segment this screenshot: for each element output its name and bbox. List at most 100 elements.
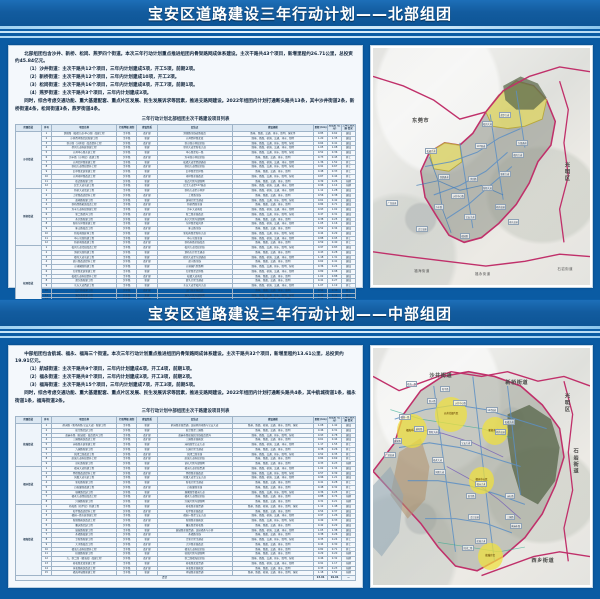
map-road-tag: 107国道 xyxy=(474,142,487,149)
table-row: 3 黄埔路新建工程 次干路 新建 黄埔片区主通道 路基、路面、交通、排水、照明、绿化 0.6… xyxy=(16,197,356,204)
map-road-tag: 沿江高速 xyxy=(468,513,481,520)
map-road-tag: 松岗大道 xyxy=(481,121,494,128)
summary-paragraph: （1）航城街道：主次干路共9个项目，三年内计划建成4项，开工4项，前期1项。 xyxy=(26,367,195,373)
panel-north-map-canvas[interactable]: 东莞市 光明区 福海街道 福永街道 石岩街道 松福大道 107国道 东部通道 西部通道 洪田路 新和… xyxy=(373,48,590,285)
table-total-row: 合计 13.61 19.91— xyxy=(14,575,356,581)
map-road-tag: 机荷高速 xyxy=(494,428,507,435)
panel-north-map-vector xyxy=(373,66,590,267)
panel-north-mapbox[interactable]: 东莞市 光明区 福海街道 福永街道 石岩街道 松福大道 107国道 东部通道 西部通道 洪田路 新和… xyxy=(370,45,593,288)
panel-north-project-table: 所属街道 序号 项目名称 行政等级 规划 建设性质 起讫点 建设规模 里程 (k… xyxy=(15,124,356,299)
table-header-row: 所属街道 序号 项目名称 行政等级 规划 建设性质 起讫点 建设规模 里程 (k… xyxy=(15,124,356,132)
panel-central-cluster: 宝安区道路建设三年行动计划——中部组团 中部组团包含航城、福永、福海三个街道。本… xyxy=(0,300,600,599)
table-row: 4 三围路拓宽改造工程 次干路 改扩建 三围路全线拓宽 路基、路面、交通、排水、照明 0.6… xyxy=(16,437,356,444)
map-road-tag: 福园路 xyxy=(459,232,470,239)
cell-total-label: 合计 xyxy=(14,575,315,581)
map-area-label: 石岩街道 xyxy=(572,447,579,475)
col-index: 序号 xyxy=(40,416,53,425)
cell-endpoints: 朱坳路全线 xyxy=(156,297,233,299)
coastal-water xyxy=(373,466,404,557)
cell-scale: 路基、路面、交通、排水、照明 xyxy=(231,297,315,299)
map-area-label: 光明区 xyxy=(563,161,570,182)
cell-index: 12 xyxy=(40,297,53,299)
cell-road-grade: 次干路 xyxy=(115,297,138,299)
table-row: 6 塘尾路北延工程 次干路 新建 塘尾路至福洲大道 路基、路面、交通、排水、照明、绿化 0.… xyxy=(16,489,356,496)
summary-paragraph: （3）福海街道：主次干路共15个项目，三年内计划建成7项，开工3项，前期5项。 xyxy=(26,383,198,389)
map-road-tag: 福洲大道 xyxy=(474,480,487,487)
cell-street-group: 福永街道 xyxy=(15,465,42,505)
col-endpoints: 起讫点 xyxy=(156,416,233,425)
map-road-tag: 松福大道 xyxy=(503,419,516,426)
map-road-tag: 三围路 xyxy=(505,513,516,520)
panel-north-board: 北部组团包含沙井、新桥、松岗、燕罗四个街道。本次三年行动计划重点推进组团内骨架路… xyxy=(8,45,363,299)
map-area-label: 东莞市 xyxy=(412,117,430,124)
summary-paragraph: （2）新桥街道：主次干路共12个项目，三年内计划建成10项，开工2项。 xyxy=(26,75,180,81)
panel-central-map-canvas[interactable]: 沙井北部片区福海中心区新桥东片区福永中心区航城片区 沙井街道新桥街道光明区石岩街… xyxy=(373,348,590,585)
map-hotspot-circle: 航城片区 xyxy=(477,542,503,571)
map-road-tag: 航空路 xyxy=(466,492,477,499)
map-area-label: 福海街道 xyxy=(414,269,430,274)
map-road-tag: 宝安大道 xyxy=(459,440,472,447)
south-border-line xyxy=(481,551,590,577)
panel-central-mapbox[interactable]: 沙井北部片区福海中心区新桥东片区福永中心区航城片区 沙井街道新桥街道光明区石岩街… xyxy=(370,345,593,588)
table-row: 7 永兴路新建工程 次干路 新建 永兴片区内部路网 路基、路面、交通、排水、照明 0.38 0… xyxy=(16,216,356,223)
summary-paragraph: 北部组团包含沙井、新桥、松岗、燕罗四个街道。本次三年行动计划重点推进组团内骨架路… xyxy=(15,52,353,65)
cell-build-type: 改扩建 xyxy=(136,297,158,299)
map-road-tag: 桥和路 xyxy=(414,426,424,433)
col-build-type: 建设性质 xyxy=(136,416,158,425)
table-row: 3 福园一路东延新建工程 主干路 新建 福园一路至宝安大道 路基、路面、桥涵、交通、排水、… xyxy=(16,513,356,520)
table-body: 沙井街道 1 洪田路（松福大道-中心路）改建工程 主干路 改扩建 洪田路全线道路改造 路基、… xyxy=(15,131,356,299)
table-head: 所属街道 序号 项目名称 行政等级 规划 建设性质 起讫点 建设规模 里程 (k… xyxy=(15,416,356,425)
south-border-line xyxy=(373,251,590,267)
map-road-tag: 宝安大道 xyxy=(464,213,477,220)
map-road-tag: 洲石路 xyxy=(505,492,516,499)
table-row: 10 福海大道南段提升工程 主干路 改扩建 福海大道南段全线 路基、路面、交通、排水、照明… xyxy=(16,546,356,553)
map-area-label: 新桥街道 xyxy=(505,379,529,386)
yangtai-mountain xyxy=(507,404,560,505)
map-road-tag: 沙井中心路 xyxy=(453,400,468,407)
col-build-type: 建设性质 xyxy=(136,124,158,132)
map-road-tag: 固戍二路 xyxy=(461,544,474,551)
col-road-grade: 行政等级 规划 xyxy=(115,416,138,425)
map-road-tag: 新沙路 xyxy=(427,397,437,404)
cell-street-group: 沙井街道 xyxy=(15,131,42,189)
table-row: 2 怀德路改造提升工程 次干路 改扩建 怀德路全线改造 路基、路面、交通、排水、照明、绿化… xyxy=(16,470,356,477)
map-road-tag: 航城大道 xyxy=(474,537,487,544)
east-border-line xyxy=(563,380,574,562)
col-scale: 建设规模 xyxy=(231,124,315,132)
panel-central-title-band: 宝安区道路建设三年行动计划——中部组团 xyxy=(0,300,600,326)
map-road-tag: 楼岗大道 xyxy=(511,152,524,159)
table-row: 松岗街道 1 松岗大道北段改造工程 主干路 改扩建 松岗大道北段全线 路基、路面、交通、排水… xyxy=(15,245,356,299)
east-border-line xyxy=(558,80,569,243)
map-road-tag: 西部通道 xyxy=(438,173,451,180)
map-area-label: 沙井街道 xyxy=(429,372,453,379)
map-road-tag: 新桥大道 xyxy=(481,185,494,192)
col-street: 所属街道 xyxy=(15,124,42,132)
map-area-label: 石岩街道 xyxy=(557,267,573,272)
map-road-tag: 107国道 xyxy=(485,407,498,414)
map-road-tag: 沿江高速 xyxy=(416,225,429,232)
col-street: 所属街道 xyxy=(15,416,42,425)
map-road-tag: 黄麻布路 xyxy=(509,523,522,530)
north-border-line xyxy=(373,370,590,392)
col-investment: 总投资 (亿元) xyxy=(327,124,343,132)
map-road-tag: 和平路 xyxy=(440,385,451,392)
map-road-tag: 机荷高速 xyxy=(494,204,507,211)
col-project: 项目名称 xyxy=(51,416,117,425)
table-row: 8 兴围路新建工程 次干路 新建 兴围片区内部路网 路基、路面、交通、排水、照明 0.31 0… xyxy=(16,499,356,505)
cell-length: 0.46 xyxy=(313,297,329,299)
map-road-tag: 福永大道 xyxy=(431,457,444,464)
panel-north-title: 宝安区道路建设三年行动计划——北部组团 xyxy=(147,4,452,23)
map-road-tag: 燕罗大道 xyxy=(498,111,511,118)
city-border-line xyxy=(373,66,590,120)
cell-street-group: 松岗街道 xyxy=(15,245,42,299)
table-row: 12 新桥南路改建工程 次干路 改扩建 新桥南路全线改造 路基、路面、交通、排水、照明 0.… xyxy=(16,240,356,246)
table-row: 12朱坳路拓宽工程次干路改扩建朱坳路全线路基、路面、交通、排水、照明0.460.… xyxy=(16,297,356,299)
panel-north-summary: 北部组团包含沙井、新桥、松岗、燕罗四个街道。本次三年行动计划重点推进组团内骨架路… xyxy=(15,51,356,113)
table-row: 7 固戍二路改造工程 次干路 改扩建 固戍二路全线 路基、路面、交通、排水、照明、绿化 0.… xyxy=(16,451,356,458)
map-road-tag: 福园一路 xyxy=(399,414,411,421)
table-row: 5 沙浦围路新建工程 次干路 新建 沙浦围片区路网 路基、路面、交通、排水、照明、绿化 0.… xyxy=(16,264,356,270)
map-road-tag: 凤凰大道 xyxy=(433,468,446,475)
col-endpoints: 起讫点 xyxy=(156,124,233,132)
cell-status: 开工 xyxy=(341,297,356,299)
map-road-tag: 福海一路 xyxy=(405,381,418,388)
